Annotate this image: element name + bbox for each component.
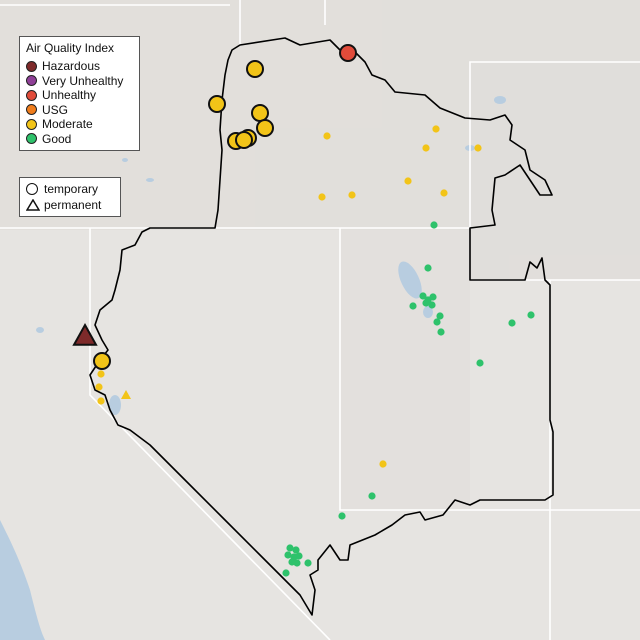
- monitor-site-good-circle[interactable]: [292, 546, 300, 554]
- monitor-site-moderate-circle[interactable]: [246, 60, 264, 78]
- legend-item-good: Good: [26, 132, 133, 147]
- lakes: [36, 96, 506, 415]
- monitor-site-moderate-circle[interactable]: [208, 95, 226, 113]
- monitor-site-good-circle[interactable]: [527, 311, 535, 319]
- triangle-icon: [26, 199, 40, 211]
- monitor-site-moderate-circle[interactable]: [432, 125, 440, 133]
- legend-item-temporary: temporary: [26, 181, 114, 197]
- monitor-site-moderate-circle[interactable]: [97, 397, 105, 405]
- monitor-site-good-circle[interactable]: [295, 552, 303, 560]
- legend-item-permanent: permanent: [26, 197, 114, 213]
- monitor-site-good-circle[interactable]: [293, 559, 301, 567]
- legend-item-moderate: Moderate: [26, 117, 133, 132]
- legend-label: Unhealthy: [42, 88, 97, 103]
- monitor-site-good-circle[interactable]: [424, 264, 432, 272]
- monitor-sites: [72, 44, 535, 577]
- hazardous-swatch: [26, 60, 37, 72]
- monitor-site-moderate-circle[interactable]: [348, 191, 356, 199]
- legend-label: temporary: [44, 182, 99, 196]
- very-unhealthy-swatch: [26, 75, 37, 87]
- monitor-site-good-circle[interactable]: [508, 319, 516, 327]
- monitor-site-moderate-circle[interactable]: [318, 193, 326, 201]
- aqi-legend: Air Quality Index Hazardous Very Unhealt…: [19, 36, 140, 151]
- monitor-site-good-circle[interactable]: [433, 318, 441, 326]
- monitor-site-moderate-circle[interactable]: [422, 144, 430, 152]
- monitor-site-good-circle[interactable]: [419, 292, 427, 300]
- monitor-site-moderate-circle[interactable]: [95, 383, 103, 391]
- district-border: [89, 37, 554, 616]
- monitor-site-good-circle[interactable]: [286, 544, 294, 552]
- monitor-site-good-circle[interactable]: [428, 301, 436, 309]
- monitor-site-good-circle[interactable]: [368, 492, 376, 500]
- good-swatch: [26, 133, 37, 145]
- monitor-site-good-circle[interactable]: [436, 312, 444, 320]
- legend-label: Hazardous: [42, 59, 101, 74]
- monitor-site-moderate-circle[interactable]: [235, 131, 253, 149]
- monitor-site-unhealthy-circle[interactable]: [339, 44, 357, 62]
- legend-label: Moderate: [42, 117, 93, 132]
- monitor-site-good-circle[interactable]: [422, 299, 430, 307]
- legend-label: Good: [42, 131, 72, 146]
- monitor-site-good-circle[interactable]: [284, 551, 292, 559]
- monitor-site-good-circle[interactable]: [338, 512, 346, 520]
- monitor-site-good-circle[interactable]: [409, 302, 417, 310]
- monitor-site-moderate-circle[interactable]: [404, 177, 412, 185]
- monitor-site-moderate-circle[interactable]: [474, 144, 482, 152]
- usg-swatch: [26, 104, 37, 116]
- monitor-site-hazardous-triangle[interactable]: [72, 322, 98, 346]
- moderate-swatch: [26, 118, 37, 130]
- legend-item-very-unhealthy: Very Unhealthy: [26, 74, 133, 89]
- monitor-site-moderate-circle[interactable]: [323, 132, 331, 140]
- unhealthy-swatch: [26, 89, 37, 101]
- monitor-site-good-circle[interactable]: [476, 359, 484, 367]
- aqi-legend-title: Air Quality Index: [26, 41, 115, 55]
- legend-item-hazardous: Hazardous: [26, 59, 133, 74]
- monitor-site-good-circle[interactable]: [437, 328, 445, 336]
- monitor-site-moderate-circle[interactable]: [93, 352, 111, 370]
- monitor-site-moderate-circle[interactable]: [379, 460, 387, 468]
- pacific-ocean: [0, 520, 45, 640]
- legend-label: Very Unhealthy: [42, 73, 124, 88]
- legend-item-usg: USG: [26, 103, 133, 118]
- monitor-site-good-circle[interactable]: [430, 221, 438, 229]
- legend-label: USG: [42, 102, 69, 117]
- monitor-site-moderate-circle[interactable]: [440, 189, 448, 197]
- circle-icon: [26, 183, 38, 195]
- monitor-site-good-circle[interactable]: [282, 569, 290, 577]
- monitor-site-moderate-circle[interactable]: [251, 104, 269, 122]
- monitor-site-good-circle[interactable]: [304, 559, 312, 567]
- monitor-type-legend: temporary permanent: [19, 177, 121, 217]
- legend-item-unhealthy: Unhealthy: [26, 88, 133, 103]
- monitor-site-moderate-circle[interactable]: [97, 370, 105, 378]
- monitor-site-moderate-circle[interactable]: [256, 119, 274, 137]
- monitor-site-moderate-triangle[interactable]: [121, 390, 131, 399]
- legend-label: permanent: [44, 198, 102, 212]
- monitor-site-good-circle[interactable]: [429, 293, 437, 301]
